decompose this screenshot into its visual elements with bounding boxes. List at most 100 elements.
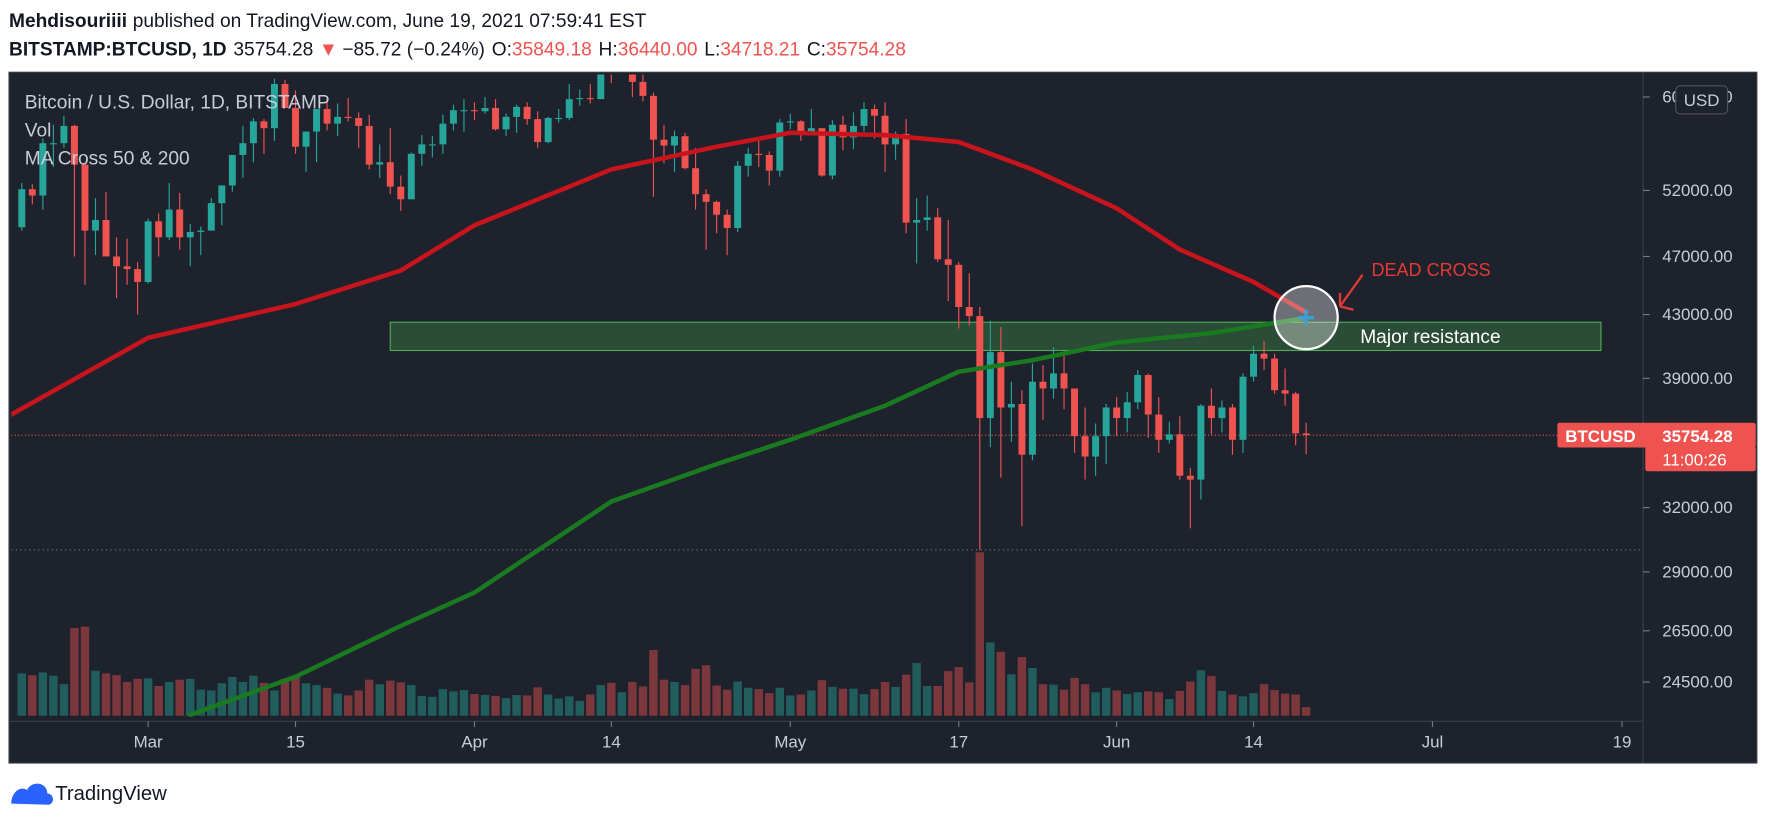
candle-body [428,144,436,146]
volume-bar [786,695,795,716]
volume-bar [186,678,195,716]
candle-body [334,116,342,124]
candle-body [744,153,752,166]
volume-bar [1049,684,1058,716]
candle-body [134,269,142,282]
candle-body [228,154,236,186]
volume-bar [617,692,627,716]
volume-bar [164,681,174,716]
candle-body [902,133,910,223]
candle-body [176,209,184,238]
brand-logo [11,783,53,805]
candle-body [102,219,110,257]
volume-bar [565,696,574,716]
volume-bar [1154,692,1163,716]
volume-bar [38,672,48,716]
volume-bar [743,687,753,716]
candle-body [723,214,731,228]
header-line-1: Mehdisouriiii published on TradingView.co… [9,11,647,32]
candle-body [313,109,321,132]
ma-line [187,315,1309,717]
volume-bar [870,689,879,716]
volume-bar [775,687,784,716]
candle-body [1186,475,1194,480]
candle-body [1123,402,1131,419]
change: −85.72 (−0.24%) [342,39,485,60]
volume-bar [901,674,911,716]
countdown: 11:00:26 [1662,451,1727,470]
volume-bar [1122,694,1132,716]
candle-body [60,125,68,144]
candle-body [913,219,921,223]
candle-body [1155,414,1163,440]
author: Mehdisouriiii [9,11,127,32]
volume-bar [986,642,995,716]
volume-bar [333,693,342,716]
volume-bar [1175,690,1185,716]
candle-body [628,74,636,82]
candle-body [597,74,605,100]
volume-bar [480,694,490,716]
volume-bar [343,695,353,716]
volume-bar [1112,690,1121,716]
volume-bar [575,700,584,716]
candle-body [397,186,405,200]
volume-bar [922,685,932,716]
volume-bar [975,552,985,716]
candle-body [249,121,257,144]
candle-body [144,221,152,282]
volume-bar [838,688,848,716]
candle-body [292,107,299,147]
candle-body [81,164,89,231]
candle-body [892,133,900,145]
volume-bar [59,684,69,716]
volume-bar [1007,674,1016,716]
volume-bar [586,694,595,716]
currency: USD [1684,91,1720,110]
candle-body [1092,436,1100,457]
volume-bar [1080,684,1090,716]
candle-body [660,139,668,146]
candle-body [165,209,173,238]
candle-body [197,230,205,232]
x-tick-label: May [774,732,806,751]
volume-bar [1249,693,1258,716]
volume-bar [1017,657,1027,716]
candle-body [1197,405,1205,480]
candle-body [934,217,942,260]
indicator-label: MA Cross 50 & 200 [25,149,190,170]
volume-bar [154,685,163,716]
volume-bar [944,671,953,716]
candle-body [955,264,963,308]
volume-bar [1291,694,1300,716]
price-label-box [1557,422,1756,448]
pane-background [8,71,1758,764]
volume-bar [354,690,363,716]
y-tick-label: 29000.00 [1662,563,1732,582]
candle-body [755,153,763,155]
volume-bar [807,690,816,716]
volume-bar [880,681,890,716]
volume-bar [933,685,942,716]
y-tick-label: 26500.00 [1662,621,1732,640]
candle-body [460,110,468,112]
volume-bar [701,665,711,716]
candle-body [1228,407,1236,440]
volume-bar [375,684,384,716]
candle-body [186,231,194,238]
candle-body [1050,373,1057,389]
candle-body [155,221,163,238]
candle-body [123,266,131,270]
volume-bar [796,694,806,716]
volume-bar [270,690,279,716]
candle-body [1207,405,1215,419]
volume-bar [712,685,721,716]
volume-bar [386,680,395,716]
candle-body [839,124,847,138]
candle-body [923,217,931,220]
candle-body [49,143,57,145]
candle-body [1260,353,1268,359]
high: 36440.00 [618,39,698,60]
volume-bar [607,682,616,716]
